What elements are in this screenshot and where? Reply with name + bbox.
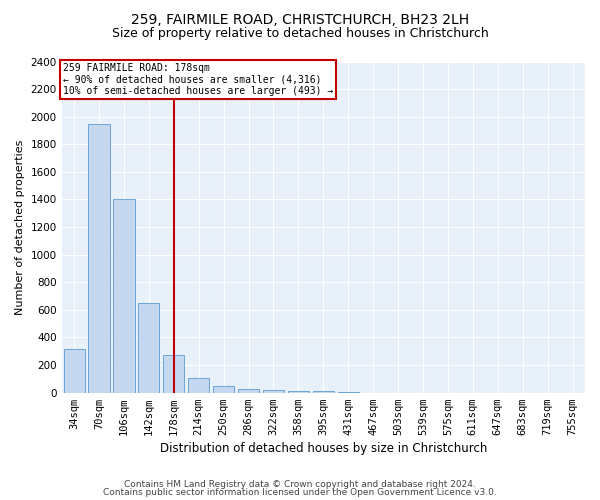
Y-axis label: Number of detached properties: Number of detached properties <box>15 140 25 315</box>
Bar <box>213 386 234 392</box>
Bar <box>163 356 184 393</box>
Bar <box>88 124 110 392</box>
Bar <box>288 390 309 392</box>
Bar <box>64 348 85 393</box>
Text: 259 FAIRMILE ROAD: 178sqm
← 90% of detached houses are smaller (4,316)
10% of se: 259 FAIRMILE ROAD: 178sqm ← 90% of detac… <box>63 63 333 96</box>
Text: Contains public sector information licensed under the Open Government Licence v3: Contains public sector information licen… <box>103 488 497 497</box>
Text: 259, FAIRMILE ROAD, CHRISTCHURCH, BH23 2LH: 259, FAIRMILE ROAD, CHRISTCHURCH, BH23 2… <box>131 12 469 26</box>
Bar <box>263 390 284 392</box>
Text: Contains HM Land Registry data © Crown copyright and database right 2024.: Contains HM Land Registry data © Crown c… <box>124 480 476 489</box>
Bar <box>113 200 134 392</box>
Bar <box>138 303 160 392</box>
Bar <box>188 378 209 392</box>
Bar <box>238 388 259 392</box>
X-axis label: Distribution of detached houses by size in Christchurch: Distribution of detached houses by size … <box>160 442 487 455</box>
Text: Size of property relative to detached houses in Christchurch: Size of property relative to detached ho… <box>112 28 488 40</box>
